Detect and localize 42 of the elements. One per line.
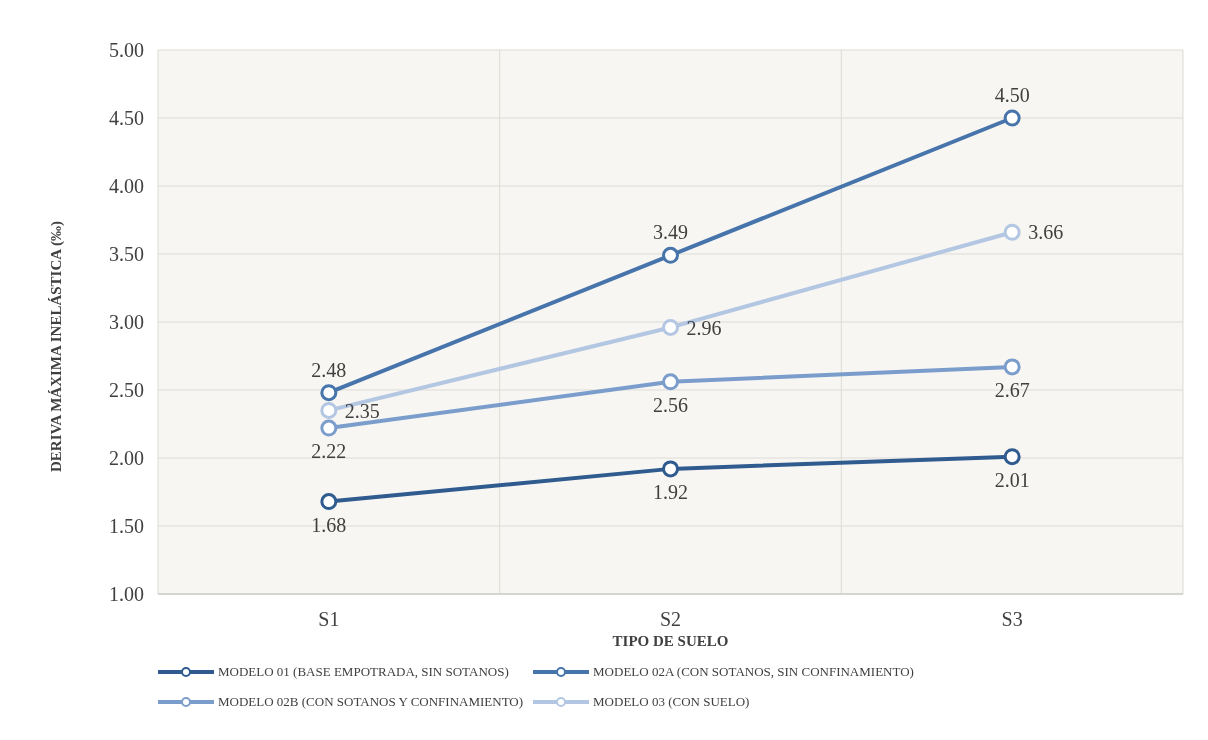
point <box>662 318 679 336</box>
data-label: 3.66 <box>1028 221 1064 244</box>
point <box>662 246 679 264</box>
data-label: 2.01 <box>994 468 1030 491</box>
y-tick-label: 2.00 <box>109 447 144 470</box>
legend-label: MODELO 01 (BASE EMPOTRADA, SIN SOTANOS) <box>218 664 509 680</box>
point <box>1003 358 1021 376</box>
y-axis-title: DERIVA MÁXIMA INELÁSTICA (‰) <box>48 220 66 472</box>
point <box>1003 223 1021 241</box>
y-tick-label: 4.50 <box>109 107 144 130</box>
data-label: 2.35 <box>344 399 380 422</box>
legend-label: MODELO 02B (CON SOTANOS Y CONFINAMIENTO) <box>218 694 524 710</box>
legend-label: MODELO 02A (CON SOTANOS, SIN CONFINAMIENTO) <box>593 664 914 680</box>
x-axis-title: TIPO DE SUELO <box>612 633 729 649</box>
data-label: 2.67 <box>994 379 1030 402</box>
x-tick-label: S3 <box>1001 608 1023 631</box>
point <box>320 401 338 419</box>
y-tick-label: 1.50 <box>109 515 144 538</box>
point <box>320 419 338 437</box>
data-label: 4.50 <box>994 84 1030 106</box>
data-label: 2.56 <box>653 394 688 417</box>
legend-label: MODELO 03 (CON SUELO) <box>593 694 750 710</box>
data-label: 3.49 <box>653 221 688 244</box>
data-label: 2.48 <box>311 358 347 381</box>
y-tick-label: 2.50 <box>109 379 144 402</box>
point <box>1003 109 1021 127</box>
data-label: 1.68 <box>311 513 347 536</box>
point <box>662 373 679 391</box>
point <box>320 384 338 402</box>
y-tick-label: 3.00 <box>109 311 144 334</box>
data-label: 2.22 <box>311 440 347 463</box>
x-tick-label: S1 <box>318 608 340 631</box>
point <box>320 493 338 511</box>
x-tick-label: S2 <box>659 608 682 631</box>
point <box>662 460 679 478</box>
y-tick-label: 1.00 <box>109 583 144 606</box>
y-tick-label: 5.00 <box>109 39 144 62</box>
data-label: 1.92 <box>653 481 688 504</box>
data-label: 2.96 <box>686 316 722 339</box>
y-tick-label: 4.00 <box>109 175 144 198</box>
y-tick-label: 3.50 <box>109 243 144 266</box>
point <box>1003 448 1021 466</box>
